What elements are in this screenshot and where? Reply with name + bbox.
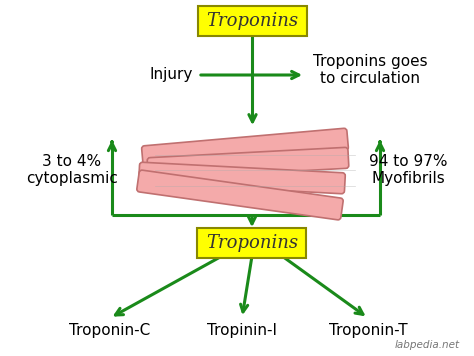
Text: Tropinin-I: Tropinin-I bbox=[207, 323, 277, 337]
Text: 3 to 4%
cytoplasmic: 3 to 4% cytoplasmic bbox=[26, 154, 118, 186]
FancyBboxPatch shape bbox=[139, 162, 345, 194]
FancyBboxPatch shape bbox=[137, 170, 343, 220]
Text: Injury: Injury bbox=[150, 68, 193, 83]
Text: Troponin-C: Troponin-C bbox=[69, 323, 151, 337]
FancyBboxPatch shape bbox=[198, 228, 307, 258]
FancyBboxPatch shape bbox=[147, 147, 349, 179]
Text: 94 to 97%
Myofibrils: 94 to 97% Myofibrils bbox=[369, 154, 447, 186]
Text: Troponins goes
to circulation: Troponins goes to circulation bbox=[313, 54, 428, 86]
Text: labpedia.net: labpedia.net bbox=[395, 340, 460, 350]
FancyBboxPatch shape bbox=[198, 6, 307, 36]
Text: Troponins: Troponins bbox=[207, 12, 299, 30]
Text: Troponin-T: Troponin-T bbox=[328, 323, 407, 337]
FancyBboxPatch shape bbox=[142, 128, 348, 168]
Text: Troponins: Troponins bbox=[206, 234, 298, 252]
